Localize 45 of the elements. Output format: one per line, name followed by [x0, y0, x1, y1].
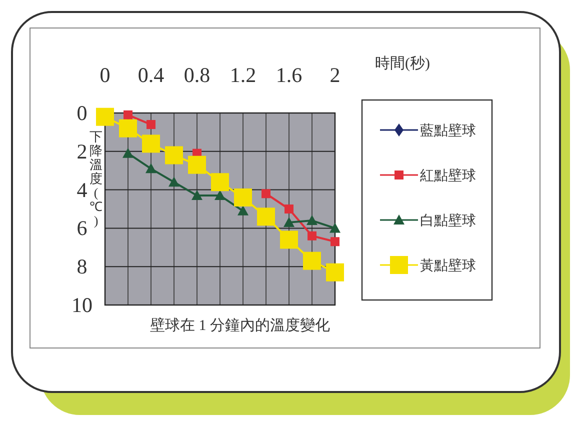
point	[165, 146, 183, 164]
point	[330, 222, 340, 233]
point	[262, 189, 270, 198]
point	[284, 216, 294, 227]
point	[234, 188, 252, 206]
legend-label: 白點壁球	[420, 213, 476, 229]
x-tick-label: 0.8	[184, 63, 210, 87]
legend-label: 藍點壁球	[420, 123, 476, 139]
point	[326, 263, 344, 282]
x-tick-label: 1.2	[230, 63, 256, 87]
point	[238, 205, 248, 216]
text: 壁球在 1 分鐘內的溫度變化	[150, 317, 330, 334]
point	[124, 110, 132, 120]
point	[306, 215, 318, 226]
point	[211, 173, 229, 192]
point	[257, 208, 275, 226]
x-tick-label: 0	[100, 63, 110, 87]
point	[146, 120, 156, 130]
point	[330, 237, 340, 246]
point	[146, 163, 156, 174]
legend-label: 黃點壁球	[420, 258, 476, 274]
point	[168, 176, 180, 187]
x-tick-label: 0.4	[138, 63, 165, 87]
point	[303, 252, 321, 270]
y-tick-label: 4	[76, 178, 88, 202]
y-tick-label: 8	[76, 254, 88, 279]
y-axis-title: 下降溫度(℃)	[90, 129, 102, 228]
legend-label: 紅點壁球	[420, 168, 476, 184]
point	[96, 108, 114, 126]
y-tick-label: 10	[72, 293, 92, 317]
point	[192, 190, 202, 200]
y-tick-label: 6	[76, 216, 88, 240]
x-tick-label: 1.6	[276, 63, 302, 87]
point	[308, 231, 316, 240]
point	[214, 190, 226, 200]
x-axis-title: 時間(秒)	[375, 55, 430, 72]
point	[284, 204, 294, 214]
point	[280, 230, 298, 249]
point	[122, 148, 134, 158]
y-tick-label: 0	[76, 101, 88, 125]
point	[188, 156, 206, 174]
x-tick-label: 2	[330, 63, 340, 87]
point	[142, 134, 160, 153]
y-tick-label: 2	[76, 139, 88, 164]
point	[119, 119, 137, 138]
